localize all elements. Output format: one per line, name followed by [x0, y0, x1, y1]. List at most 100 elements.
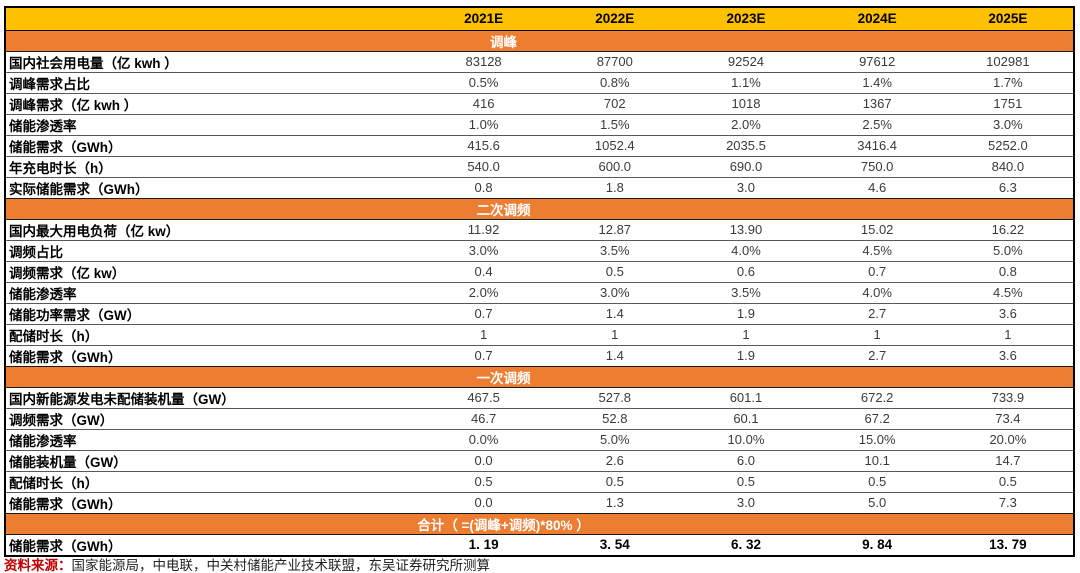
- data-row: 实际储能需求（GWh） 0.8 1.8 3.0 4.6 6.3: [5, 176, 1074, 198]
- value-cell: 3.5%: [680, 281, 812, 303]
- value-cell: 2.7: [811, 302, 943, 324]
- value-cell: 1: [942, 323, 1074, 345]
- value-cell: 52.8: [549, 407, 681, 429]
- value-cell: 0.5: [811, 470, 943, 492]
- row-label: 实际储能需求（GWh）: [5, 176, 418, 198]
- data-row: 调频需求（GW） 46.7 52.8 60.1 67.2 73.4: [5, 407, 1074, 429]
- value-cell: 67.2: [811, 407, 943, 429]
- value-cell: 0.8: [942, 260, 1074, 282]
- value-cell: 87700: [549, 50, 681, 72]
- year-header-row: 2021E 2022E 2023E 2024E 2025E: [5, 7, 1074, 31]
- data-row: 储能功率需求（GW） 0.7 1.4 1.9 2.7 3.6: [5, 302, 1074, 324]
- value-cell: 60.1: [680, 407, 812, 429]
- value-cell: 5252.0: [942, 134, 1074, 156]
- row-label: 储能渗透率: [5, 113, 418, 135]
- value-cell: 46.7: [418, 407, 550, 429]
- value-cell: 15.02: [811, 218, 943, 240]
- data-row: 储能需求（GWh） 0.7 1.4 1.9 2.7 3.6: [5, 344, 1074, 366]
- value-cell: 0.5%: [418, 71, 550, 93]
- value-cell: 0.5: [418, 470, 550, 492]
- section-header-row: 调峰: [5, 29, 1074, 52]
- value-cell: 5.0%: [942, 239, 1074, 261]
- year-header-cell: 2022E: [549, 7, 681, 31]
- value-cell: 416: [418, 92, 550, 114]
- section-title: 一次调频: [5, 365, 1074, 388]
- data-row: 配储时长（h） 1 1 1 1 1: [5, 323, 1074, 345]
- row-label: 配储时长（h）: [5, 470, 418, 492]
- value-cell: 0.5: [942, 470, 1074, 492]
- value-cell: 0.0: [418, 491, 550, 513]
- section-header-row: 一次调频: [5, 365, 1074, 388]
- value-cell: 2.0%: [418, 281, 550, 303]
- data-row: 调频占比 3.0% 3.5% 4.0% 4.5% 5.0%: [5, 239, 1074, 261]
- value-cell: 4.5%: [811, 239, 943, 261]
- value-cell: 0.7: [418, 302, 550, 324]
- row-label: 调频需求（亿 kw）: [5, 260, 418, 282]
- value-cell: 73.4: [942, 407, 1074, 429]
- source-note-prefix: 资料来源：: [4, 557, 72, 573]
- value-cell: 83128: [418, 50, 550, 72]
- value-cell: 2035.5: [680, 134, 812, 156]
- value-cell: 6.3: [942, 176, 1074, 198]
- value-cell: 1.4: [549, 344, 681, 366]
- value-cell: 4.6: [811, 176, 943, 198]
- data-row: 储能渗透率 0.0% 5.0% 10.0% 15.0% 20.0%: [5, 428, 1074, 450]
- value-cell: 3.0%: [418, 239, 550, 261]
- value-cell: 1.9: [680, 302, 812, 324]
- value-cell: 1. 19: [418, 533, 550, 556]
- value-cell: 0.7: [418, 344, 550, 366]
- value-cell: 467.5: [418, 386, 550, 408]
- value-cell: 3.0: [680, 491, 812, 513]
- value-cell: 13.90: [680, 218, 812, 240]
- corner-cell: [5, 7, 418, 31]
- value-cell: 0.7: [811, 260, 943, 282]
- row-label: 年充电时长（h）: [5, 155, 418, 177]
- data-row: 调频需求（亿 kw） 0.4 0.5 0.6 0.7 0.8: [5, 260, 1074, 282]
- value-cell: 0.6: [680, 260, 812, 282]
- value-cell: 9. 84: [811, 533, 943, 556]
- value-cell: 0.5: [549, 260, 681, 282]
- section-header-row: 二次调频: [5, 197, 1074, 220]
- value-cell: 5.0: [811, 491, 943, 513]
- data-row: 储能需求（GWh） 415.6 1052.4 2035.5 3416.4 5252.0: [5, 134, 1074, 156]
- value-cell: 2.0%: [680, 113, 812, 135]
- value-cell: 102981: [942, 50, 1074, 72]
- data-row: 储能需求（GWh） 0.0 1.3 3.0 5.0 7.3: [5, 491, 1074, 513]
- value-cell: 15.0%: [811, 428, 943, 450]
- value-cell: 3.6: [942, 302, 1074, 324]
- value-cell: 3.6: [942, 344, 1074, 366]
- value-cell: 415.6: [418, 134, 550, 156]
- forecast-table-body: 2021E 2022E 2023E 2024E 2025E 调峰 国内社会用电量（亿 kwh…: [5, 7, 1074, 556]
- row-label: 储能渗透率: [5, 281, 418, 303]
- forecast-table: 2021E 2022E 2023E 2024E 2025E 调峰 国内社会用电量（亿 kwh…: [4, 6, 1075, 557]
- value-cell: 4.0%: [811, 281, 943, 303]
- year-header-cell: 2023E: [680, 7, 812, 31]
- data-row: 储能渗透率 2.0% 3.0% 3.5% 4.0% 4.5%: [5, 281, 1074, 303]
- value-cell: 6. 32: [680, 533, 812, 556]
- value-cell: 1.3: [549, 491, 681, 513]
- value-cell: 1: [680, 323, 812, 345]
- value-cell: 0.8: [418, 176, 550, 198]
- value-cell: 11.92: [418, 218, 550, 240]
- value-cell: 540.0: [418, 155, 550, 177]
- value-cell: 20.0%: [942, 428, 1074, 450]
- value-cell: 5.0%: [549, 428, 681, 450]
- value-cell: 0.5: [549, 470, 681, 492]
- value-cell: 1018: [680, 92, 812, 114]
- row-label: 储能装机量（GW）: [5, 449, 418, 471]
- value-cell: 1.5%: [549, 113, 681, 135]
- row-label: 储能渗透率: [5, 428, 418, 450]
- value-cell: 1.8: [549, 176, 681, 198]
- report-table-page: 2021E 2022E 2023E 2024E 2025E 调峰 国内社会用电量（亿 kwh…: [0, 6, 1080, 573]
- value-cell: 1.1%: [680, 71, 812, 93]
- value-cell: 1: [418, 323, 550, 345]
- source-note-text: 国家能源局，中电联，中关村储能产业技术联盟，东吴证券研究所测算: [71, 557, 491, 573]
- value-cell: 1.7%: [942, 71, 1074, 93]
- source-note: 资料来源：国家能源局，中电联，中关村储能产业技术联盟，东吴证券研究所测算: [4, 558, 1080, 573]
- data-row: 调峰需求（亿 kwh ） 416 702 1018 1367 1751: [5, 92, 1074, 114]
- row-label: 国内最大用电负荷（亿 kw）: [5, 218, 418, 240]
- value-cell: 0.0%: [418, 428, 550, 450]
- data-row: 配储时长（h） 0.5 0.5 0.5 0.5 0.5: [5, 470, 1074, 492]
- value-cell: 3.0: [680, 176, 812, 198]
- value-cell: 3416.4: [811, 134, 943, 156]
